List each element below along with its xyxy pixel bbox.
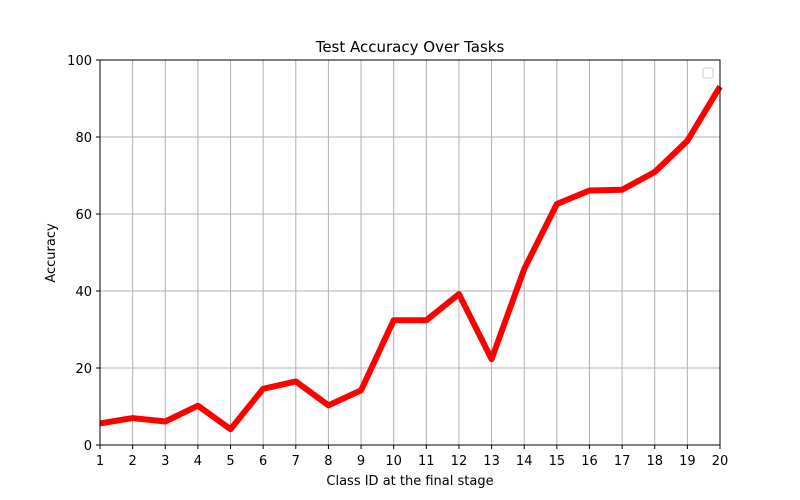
- x-tick-label: 14: [516, 454, 533, 469]
- grid: [99, 59, 721, 446]
- y-axis-title: Accuracy: [44, 223, 59, 283]
- x-axis-title: Class ID at the final stage: [326, 474, 493, 489]
- y-tick-label: 100: [67, 54, 92, 69]
- x-tick-label: 11: [418, 454, 435, 469]
- x-tick-label: 7: [292, 454, 300, 469]
- ticks: 1 2 3 4 5 6 7 8 9 10 11 12 13 14 15 16 17 18 19 20020406080…: [67, 54, 728, 469]
- x-tick-label: 16: [581, 454, 598, 469]
- plot-frame: [99, 59, 721, 446]
- x-tick-label: 6: [259, 454, 267, 469]
- y-tick-label: 40: [75, 285, 92, 300]
- x-tick-label: 19: [679, 454, 696, 469]
- x-tick-label: 5: [226, 454, 234, 469]
- x-tick-label: 9: [357, 454, 365, 469]
- y-tick-label: 20: [75, 362, 92, 377]
- legend-box: [702, 67, 714, 79]
- x-tick-label: 12: [451, 454, 468, 469]
- series-line: [99, 85, 723, 433]
- x-tick-label: 1: [96, 454, 104, 469]
- legend: [702, 67, 714, 79]
- x-tick-label: 4: [194, 454, 202, 469]
- series-layer: [99, 85, 723, 433]
- y-tick-label: 60: [75, 208, 92, 223]
- chart-title: Test Accuracy Over Tasks: [315, 38, 505, 56]
- x-tick-label: 17: [614, 454, 631, 469]
- x-tick-label: 8: [324, 454, 332, 469]
- x-tick-label: 13: [483, 454, 500, 469]
- x-tick-label: 20: [712, 454, 729, 469]
- x-tick-label: 3: [161, 454, 169, 469]
- x-tick-label: 10: [385, 454, 402, 469]
- x-tick-label: 18: [646, 454, 663, 469]
- x-tick-label: 2: [128, 454, 136, 469]
- y-tick-label: 0: [84, 439, 92, 454]
- y-tick-label: 80: [75, 131, 92, 146]
- x-tick-label: 15: [549, 454, 566, 469]
